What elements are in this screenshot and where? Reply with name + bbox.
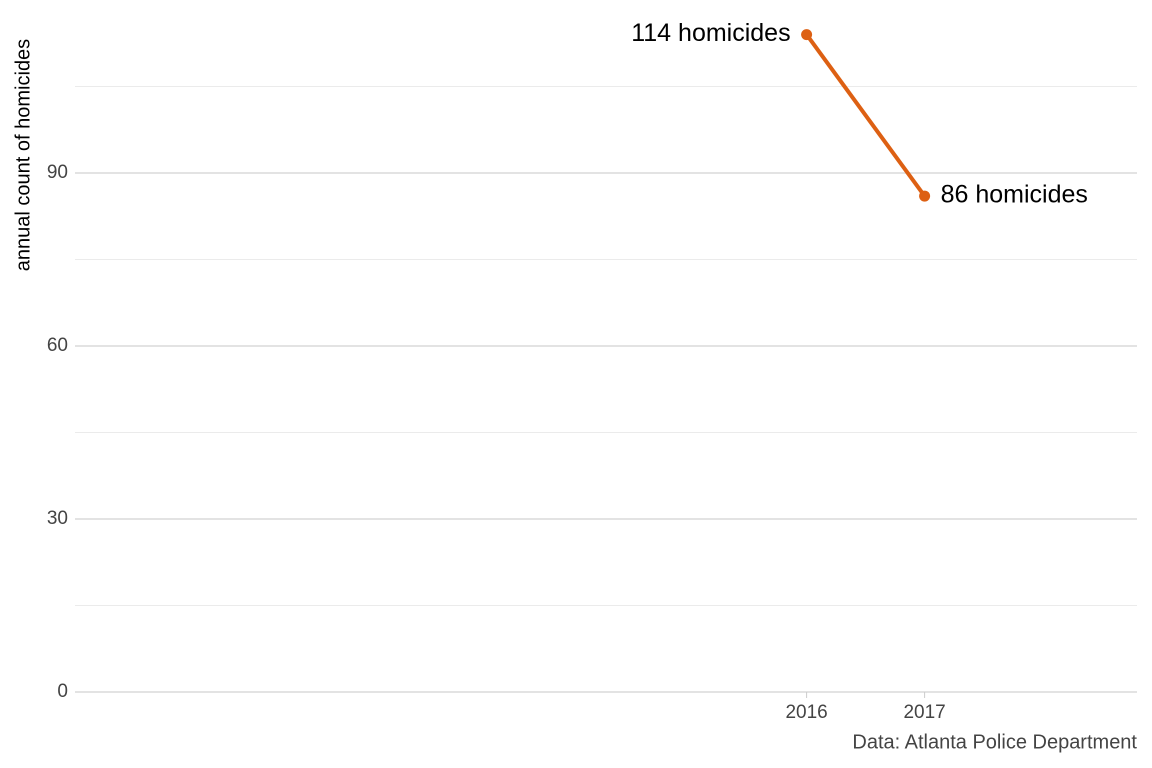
y-tick-label: 0 <box>57 681 68 702</box>
point <box>919 190 931 202</box>
x-tick-label: 2017 <box>903 702 945 723</box>
line <box>804 33 927 198</box>
y-axis-label: annual count of homicides <box>12 39 34 271</box>
data-label: 114 homicides <box>631 19 790 47</box>
caption: Data: Atlanta Police Department <box>852 731 1137 753</box>
y-tick-label: 90 <box>47 162 68 183</box>
data-label: 86 homicides <box>941 181 1088 209</box>
y-tick-label: 30 <box>47 508 68 529</box>
x-tick-label: 2016 <box>785 702 827 723</box>
y-tick-label: 60 <box>47 335 68 356</box>
point <box>801 29 813 41</box>
